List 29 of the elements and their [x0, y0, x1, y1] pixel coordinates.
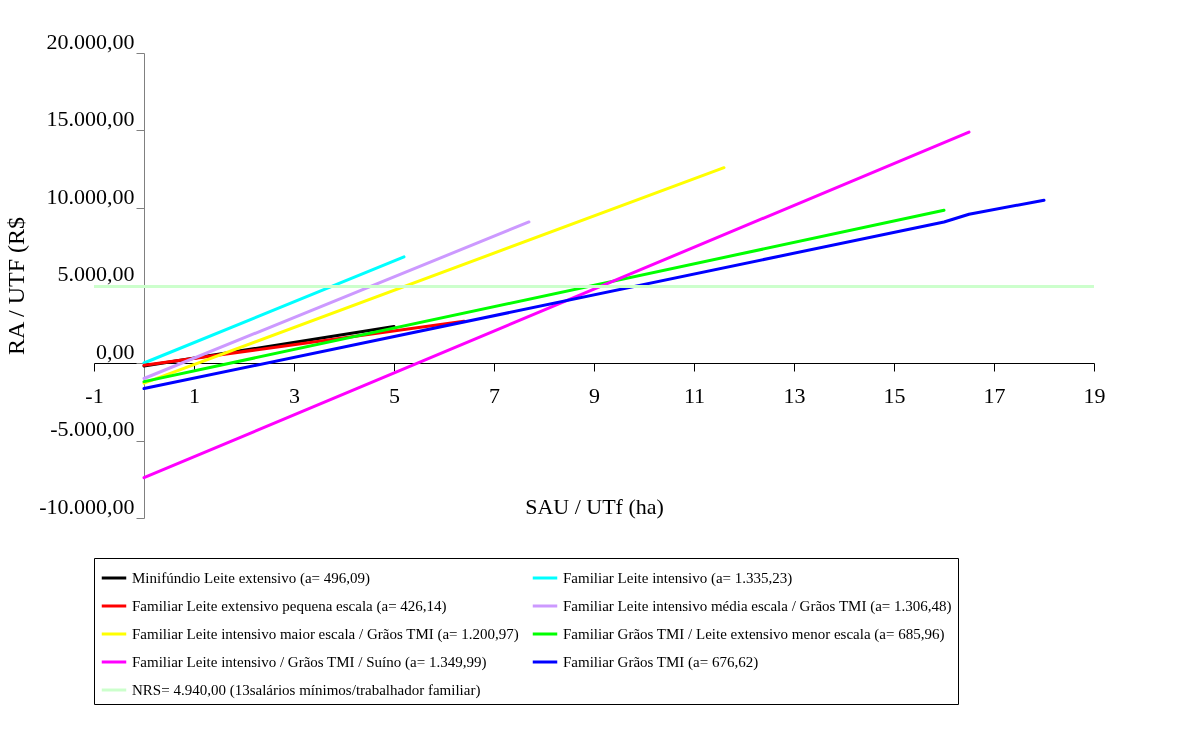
- x-tick-label: -1: [85, 382, 104, 408]
- x-tick-label: 9: [589, 382, 600, 408]
- legend-label: Familiar Leite intensivo média escala / Grãos TMI (a= 1.306,48): [563, 598, 952, 615]
- y-axis-title: RA / UTF (R$: [3, 216, 30, 356]
- y-tick-label: 20.000,00: [46, 28, 135, 54]
- y-tick-label: 10.000,00: [46, 183, 135, 209]
- x-axis-title: SAU / UTf (ha): [525, 493, 664, 519]
- legend-label: Familiar Grãos TMI (a= 676,62): [563, 654, 759, 671]
- legend-label: Familiar Leite extensivo pequena escala (a= 426,14): [132, 598, 447, 615]
- x-tick-label: 17: [983, 382, 1006, 408]
- legend-label: Familiar Leite intensivo (a= 1.335,23): [563, 570, 793, 587]
- x-tick-label: 15: [883, 382, 906, 408]
- legend-label: Familiar Leite intensivo / Grãos TMI / Suíno (a= 1.349,99): [132, 654, 487, 671]
- legend-label: Familiar Leite intensivo maior escala / Grãos TMI (a= 1.200,97): [132, 626, 519, 643]
- x-tick-label: 3: [289, 382, 300, 408]
- y-tick-label: 0,00: [96, 338, 135, 364]
- y-tick-label: -10.000,00: [39, 493, 135, 519]
- x-tick-label: 11: [683, 382, 706, 408]
- x-tick-label: 5: [389, 382, 400, 408]
- x-tick-label: 19: [1083, 382, 1106, 408]
- x-tick-label: 13: [783, 382, 806, 408]
- legend-label: Minifúndio Leite extensivo (a= 496,09): [132, 570, 370, 587]
- y-tick-label: 5.000,00: [57, 261, 135, 286]
- x-tick-label: 1: [189, 382, 200, 408]
- legend-label: NRS= 4.940,00 (13salários mínimos/trabalhador familiar): [132, 682, 481, 699]
- legend-label: Familiar Grãos TMI / Leite extensivo menor escala (a= 685,96): [563, 626, 945, 643]
- y-tick-label: -5.000,00: [50, 416, 135, 441]
- x-tick-label: 7: [489, 382, 500, 408]
- y-tick-label: 15.000,00: [46, 106, 135, 131]
